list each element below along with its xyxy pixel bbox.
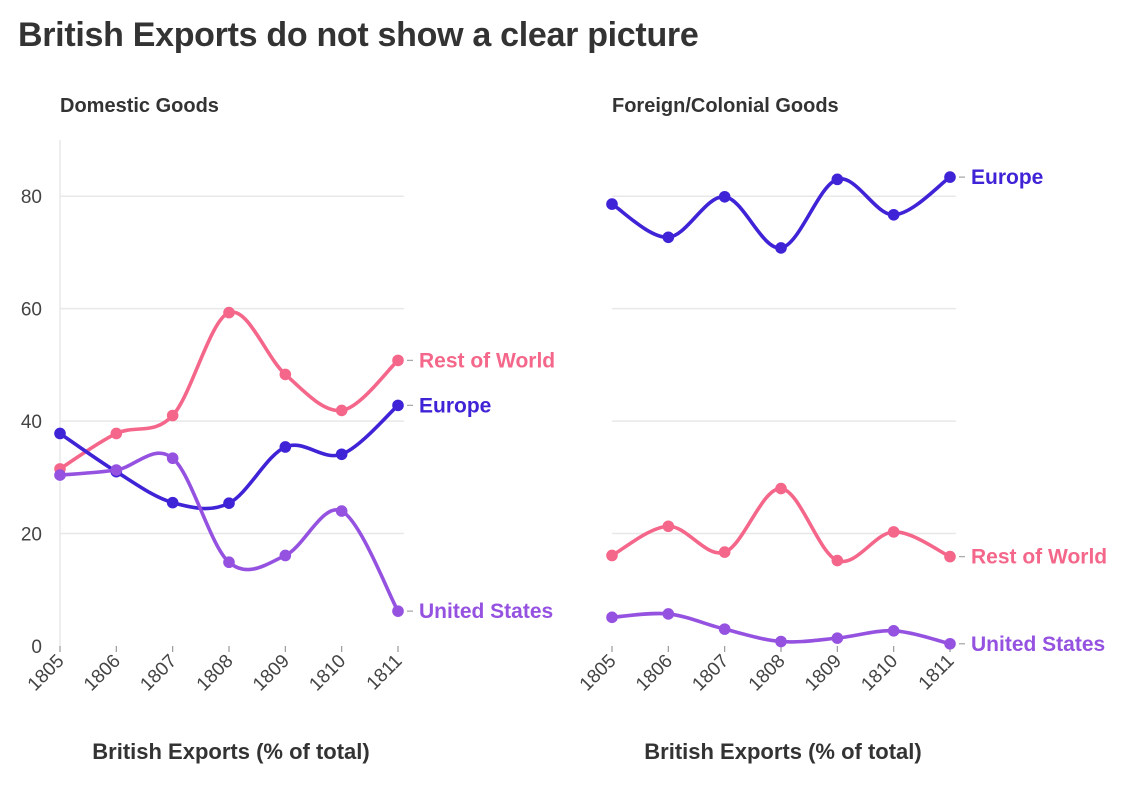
series-end-label: Europe <box>419 394 491 417</box>
x-tick-label: 1811 <box>363 651 407 695</box>
data-point <box>392 354 404 367</box>
series-line <box>58 451 400 613</box>
series-end-label: United States <box>419 600 553 623</box>
data-point <box>944 550 956 563</box>
x-tick-label: 1806 <box>80 651 125 696</box>
panel-title: Domestic Goods <box>60 95 219 117</box>
data-point <box>223 497 235 509</box>
data-point <box>223 306 235 319</box>
data-point <box>279 441 292 453</box>
data-point <box>718 190 731 203</box>
x-tick-label: 1809 <box>801 651 846 696</box>
data-point <box>606 549 618 562</box>
data-point <box>166 409 179 422</box>
data-point <box>887 208 900 221</box>
data-point <box>718 623 731 635</box>
x-tick-label: 1806 <box>632 651 677 696</box>
data-point <box>944 171 956 183</box>
data-point <box>166 452 179 465</box>
data-point <box>662 520 675 533</box>
y-tick-label: 0 <box>31 637 42 658</box>
data-point <box>831 173 844 186</box>
y-tick-label: 80 <box>21 187 42 208</box>
data-point <box>110 464 123 476</box>
data-point <box>831 632 844 644</box>
data-point <box>335 448 348 461</box>
y-tick-label: 20 <box>21 525 42 546</box>
x-axis-title: British Exports (% of total) <box>644 739 921 764</box>
data-point <box>279 549 292 562</box>
series-line <box>58 310 400 471</box>
data-point <box>662 608 675 620</box>
x-tick-label: 1807 <box>136 651 181 696</box>
data-point <box>831 554 844 567</box>
data-point <box>887 625 900 637</box>
y-tick-label: 60 <box>21 300 42 321</box>
y-tick-label: 40 <box>21 412 42 433</box>
data-point <box>775 635 787 648</box>
data-point <box>606 198 618 210</box>
data-point <box>662 231 675 244</box>
data-point <box>392 399 404 412</box>
series-end-label: Europe <box>971 166 1043 189</box>
data-point <box>606 611 618 624</box>
data-point <box>944 637 956 650</box>
data-point <box>110 427 123 440</box>
x-tick-label: 1810 <box>857 651 902 696</box>
data-point <box>166 496 179 509</box>
data-point <box>775 482 787 495</box>
panel-title: Foreign/Colonial Goods <box>612 95 839 117</box>
data-point <box>335 404 348 417</box>
series-end-label: Rest of World <box>971 546 1107 569</box>
data-point <box>54 427 66 440</box>
data-point <box>392 605 404 617</box>
chart-title: British Exports do not show a clear pict… <box>18 16 699 54</box>
data-point <box>279 368 292 381</box>
data-point <box>887 526 900 538</box>
data-point <box>223 556 235 569</box>
x-axis-title: British Exports (% of total) <box>92 739 369 764</box>
data-point <box>718 546 731 558</box>
x-tick-label: 1808 <box>193 651 238 696</box>
series-end-label: Rest of World <box>419 349 555 372</box>
x-tick-label: 1807 <box>688 651 733 696</box>
data-point <box>335 505 348 517</box>
data-point <box>54 469 66 481</box>
x-tick-label: 1811 <box>915 651 959 695</box>
x-tick-label: 1805 <box>576 651 621 696</box>
data-point <box>775 242 787 254</box>
x-tick-label: 1809 <box>249 651 294 696</box>
x-tick-label: 1810 <box>305 651 350 696</box>
series-end-label: United States <box>971 633 1105 656</box>
x-tick-label: 1808 <box>745 651 790 696</box>
